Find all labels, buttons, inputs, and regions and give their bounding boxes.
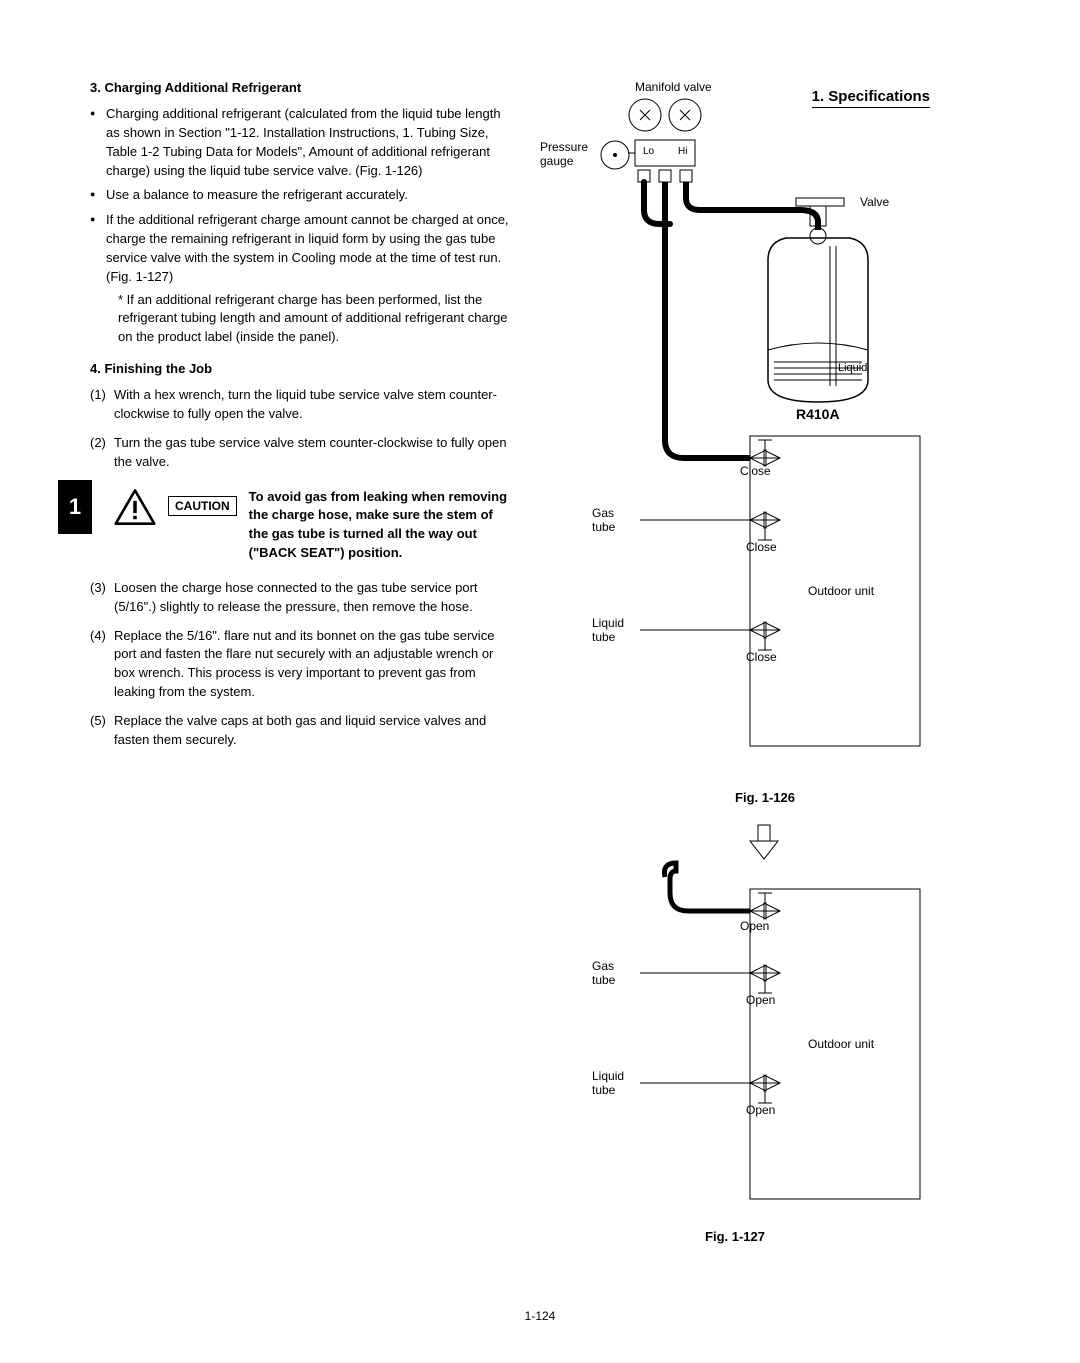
fig-caption-127: Fig. 1-127 [480,1229,990,1244]
label-open: Open [740,919,769,933]
list-item: (1)With a hex wrench, turn the liquid tu… [90,386,510,424]
label-liquid-tube: Liquidtube [592,1069,624,1098]
label-close: Close [746,650,777,664]
label-liquid: Liquid [838,362,867,375]
list-item: (5)Replace the valve caps at both gas an… [90,712,510,750]
sub-note: * If an additional refrigerant charge ha… [106,291,510,348]
caution-block: CAUTION To avoid gas from leaking when r… [114,488,510,563]
label-gas-tube: Gastube [592,959,615,988]
label-r410a: R410A [796,406,840,423]
label-outdoor-unit: Outdoor unit [808,1037,874,1051]
label-lo: Lo [643,146,654,158]
bullet-item: Use a balance to measure the refrigerant… [106,186,510,205]
label-manifold-valve: Manifold valve [635,80,712,94]
label-hi: Hi [678,146,687,158]
label-pressure-gauge: Pressuregauge [540,140,588,169]
caution-text: To avoid gas from leaking when removing … [249,488,510,563]
figure-1-126: Manifold valve Pressuregauge Lo Hi Valve… [540,80,990,780]
label-close: Close [740,464,771,478]
list-item: (2)Turn the gas tube service valve stem … [90,434,510,472]
warning-icon [114,488,156,529]
label-valve: Valve [860,195,889,209]
page-number: 1-124 [525,1309,556,1323]
page: 1. Specifications 1 3. Charging Addition… [0,0,1080,1363]
label-open: Open [746,993,775,1007]
list-item: (4)Replace the 5/16". flare nut and its … [90,627,510,702]
list-item: (3)Loosen the charge hose connected to t… [90,579,510,617]
label-gas-tube: Gastube [592,506,615,535]
heading-finishing: 4. Finishing the Job [90,361,510,376]
caution-label: CAUTION [168,496,237,516]
label-open: Open [746,1103,775,1117]
label-outdoor-unit: Outdoor unit [808,584,874,598]
heading-charging: 3. Charging Additional Refrigerant [90,80,510,95]
fig-caption-126: Fig. 1-126 [540,790,990,805]
label-close: Close [746,540,777,554]
bullet-item: If the additional refrigerant charge amo… [106,211,510,347]
label-liquid-tube: Liquidtube [592,616,624,645]
bullet-item: Charging additional refrigerant (calcula… [106,105,510,180]
figure-1-127: Open Gastube Open Liquidtube Open Outdoo… [540,819,990,1219]
chapter-tab: 1 [58,480,92,534]
